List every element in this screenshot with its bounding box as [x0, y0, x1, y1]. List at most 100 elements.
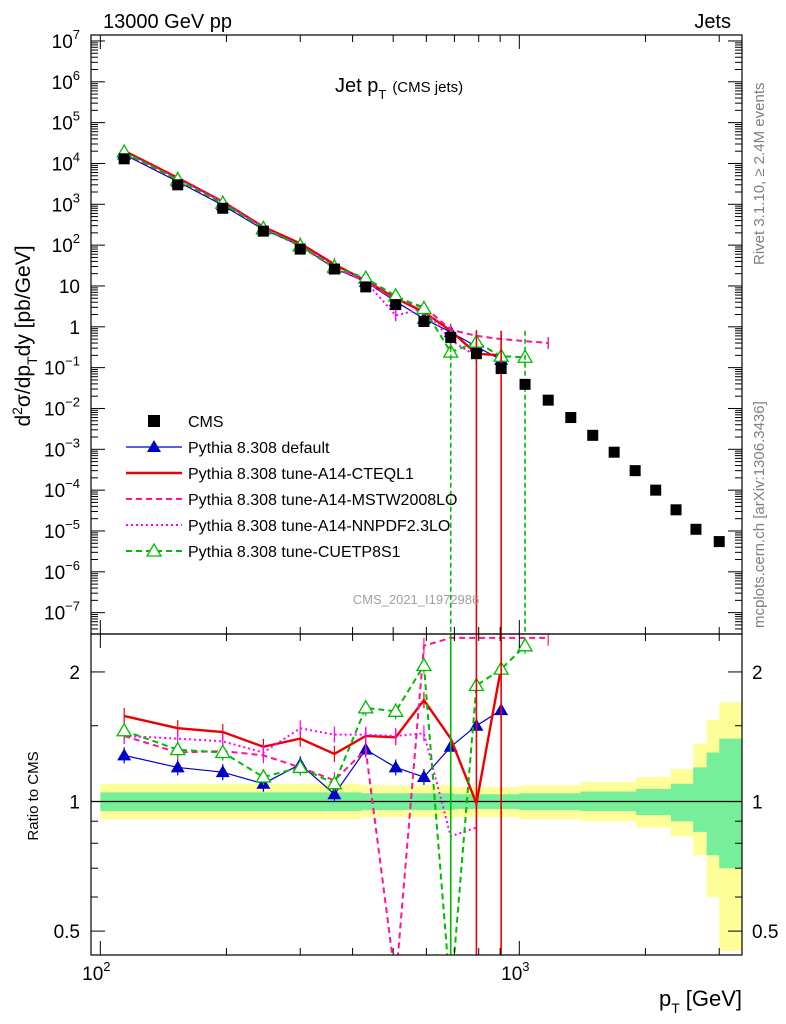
ratio-point [415, 657, 433, 672]
ratio-point [326, 775, 343, 790]
y-tick-label: 103 [52, 190, 80, 216]
y-tick-label: 105 [52, 109, 80, 135]
ratio-axes: 0.5 0.5 1 1 2 2 [54, 634, 778, 955]
y-tick-label: 10 [59, 277, 80, 298]
ratio-point [357, 699, 374, 714]
ratio-panel: 0.5 0.5 1 1 2 2 Ratio to CMS [25, 633, 778, 1003]
data-point [415, 300, 433, 315]
y-tick-label: 10−6 [44, 558, 80, 584]
legend-item-series-4: Pythia 8.308 tune-CUETP8S1 [126, 542, 401, 561]
legend-item-series-2: Pythia 8.308 tune-A14-MSTW2008LO [126, 492, 457, 509]
cms-data-point [587, 429, 599, 441]
svg-text:Pythia 8.308 tune-CUETP8S1: Pythia 8.308 tune-CUETP8S1 [188, 544, 401, 561]
ratio-point [444, 991, 458, 1003]
legend-item-series-1: Pythia 8.308 tune-A14-CTEQL1 [126, 466, 414, 483]
cms-data [118, 153, 725, 548]
x-tick-label: 103 [501, 959, 529, 985]
y-tick-label: 107 [52, 27, 80, 53]
cms-data-point [713, 536, 725, 548]
ratio-point [387, 703, 404, 717]
cms-data-point [608, 446, 620, 458]
ratio-frame [90, 633, 743, 956]
cms-data-point [217, 202, 229, 214]
cms-data-point [294, 243, 306, 255]
y-tick-label: 10−7 [44, 599, 80, 625]
y-axis-title: d2σ/dpTdy [pb/GeV] [9, 245, 40, 426]
series-2 [123, 146, 549, 350]
svg-text:Pythia 8.308 default: Pythia 8.308 default [188, 440, 330, 457]
legend-marker [145, 542, 163, 557]
rivet-version-label: Rivet 3.1.10, ≥ 2.4M events [751, 83, 768, 266]
ratio-y-tick-label: 1 [69, 793, 80, 814]
cms-data-point [445, 331, 457, 343]
cms-data-point [629, 465, 641, 477]
y-tick-label: 10−3 [44, 435, 80, 461]
main-series-layer [116, 143, 725, 634]
analysis-watermark: CMS_2021_I1972986 [353, 592, 480, 607]
ratio-point [292, 759, 309, 774]
mcplots-label: mcplots.cern.ch [arXiv:1306.3436] [751, 401, 768, 628]
ratio-point [255, 768, 272, 783]
cms-data-point [470, 348, 482, 360]
cms-data-point [495, 363, 507, 375]
y-tick-label: 10−4 [44, 476, 80, 502]
ratio-series-layer [91, 634, 742, 1003]
legend-item-series-3: Pythia 8.308 tune-A14-NNPDF2.3LO [126, 518, 450, 535]
ratio-point [516, 637, 534, 652]
ratio-point [116, 722, 133, 737]
cms-data-point [390, 299, 402, 311]
x-tick-label: 102 [82, 959, 110, 985]
plot-title: Jet pT (CMS jets) [335, 75, 463, 102]
ratio-line [124, 709, 502, 796]
cms-data-point [328, 263, 340, 275]
legend-item-series-0: Pythia 8.308 default [126, 440, 330, 457]
title-main: Jet p [335, 75, 378, 97]
x-axis-title: pT [GeV] [659, 986, 742, 1016]
main-panel: 10710610510410310210110−110−210−310−410−… [9, 27, 743, 635]
ratio-line [123, 667, 503, 808]
cms-data-point [257, 225, 269, 237]
ratio-y-tick-label-right: 1 [752, 793, 763, 814]
uncertainty-band-inner [100, 738, 742, 869]
y-tick-label: 104 [52, 149, 80, 175]
svg-text:Pythia 8.308 tune-A14-CTEQL1: Pythia 8.308 tune-A14-CTEQL1 [188, 466, 414, 483]
cms-data-point [172, 179, 184, 191]
ratio-point [214, 744, 231, 759]
cms-data-point [565, 412, 577, 424]
y-tick-label: 106 [52, 68, 80, 94]
x-axis-labels: 102 103 [82, 959, 529, 985]
y-tick-label: 10−1 [44, 354, 80, 380]
legend-item-data: CMS [148, 414, 224, 431]
ratio-line [123, 645, 526, 955]
y-tick-label: 102 [52, 231, 80, 257]
ratio-y-tick-label-right: 0.5 [752, 922, 778, 943]
cms-data-point [519, 378, 531, 390]
series-line [123, 151, 549, 345]
ratio-point [416, 770, 431, 783]
ratio-point [215, 765, 230, 778]
beam-label: 13000 GeV pp [103, 11, 232, 33]
y-tick-label: 1 [69, 318, 80, 339]
ratio-series-4 [116, 637, 534, 1003]
cms-data-point [690, 523, 702, 535]
y-tick-label: 10−2 [44, 394, 80, 420]
svg-text:Pythia 8.308 tune-A14-NNPDF2.3: Pythia 8.308 tune-A14-NNPDF2.3LO [188, 518, 450, 535]
process-label: Jets [694, 11, 731, 33]
cms-data-point [650, 484, 662, 496]
cms-data-point [542, 394, 554, 406]
ratio-y-tick-label: 2 [69, 663, 80, 684]
cms-data-point [670, 504, 682, 516]
cms-data-point [118, 153, 130, 165]
svg-text:CMS: CMS [188, 414, 224, 431]
series-4 [116, 143, 534, 364]
ratio-y-tick-label: 0.5 [54, 922, 80, 943]
uncertainty-band-outer [100, 702, 742, 951]
main-axes: 10710610510410310210110−110−210−310−410−… [44, 27, 742, 635]
cms-data-point [418, 315, 430, 327]
ratio-point [169, 741, 186, 756]
title-sub: T [378, 87, 386, 102]
title-extra: (CMS jets) [392, 79, 463, 96]
ratio-point [117, 748, 132, 761]
ratio-y-tick-label-right: 2 [752, 663, 763, 684]
